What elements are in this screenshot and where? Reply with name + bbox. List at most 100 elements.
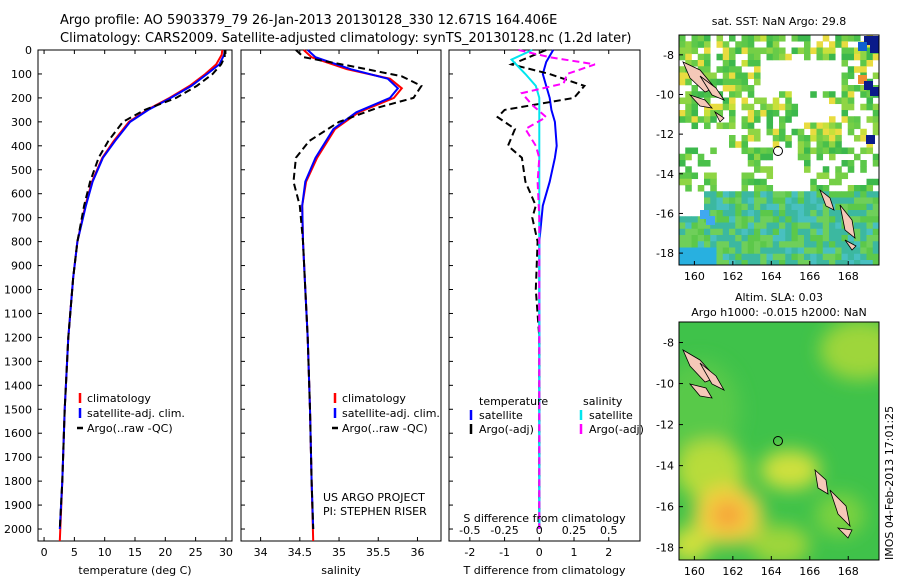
sst-cell [766, 253, 774, 261]
sst-cell [816, 260, 824, 265]
difference-series-3-line [518, 49, 596, 529]
sst-cell [804, 228, 811, 236]
sst-cell [760, 103, 767, 111]
sst-cell [729, 60, 736, 67]
sst-cell [729, 253, 736, 261]
sst-cell [729, 122, 736, 130]
x-tick-label: 15 [128, 546, 142, 559]
sst-cell [854, 116, 861, 123]
sst-cell [704, 172, 711, 180]
sst-cell [816, 41, 824, 48]
sst-cell [691, 247, 699, 255]
sst-cell [741, 41, 749, 48]
sst-cell [754, 97, 761, 105]
sst-cell [866, 91, 874, 98]
sst-cell [741, 72, 749, 80]
sst-cell [754, 197, 761, 205]
sst-cell [772, 253, 780, 261]
sst-cell [822, 166, 830, 173]
sst-cell [754, 216, 761, 223]
sst-cell [860, 166, 867, 173]
sst-cell [679, 247, 686, 255]
sst-cell [747, 228, 755, 236]
sst-cell [829, 53, 836, 61]
sst-cell [841, 97, 849, 105]
sst-cell [854, 260, 861, 265]
sst-cell [829, 41, 836, 48]
sst-cell [716, 222, 724, 230]
sst-cell [872, 53, 879, 61]
sst-cell [741, 47, 749, 55]
sst-cell [691, 60, 699, 67]
sst-cell [847, 85, 855, 92]
sst-cell [847, 35, 855, 42]
sst-cell [766, 216, 774, 223]
sst-cell [691, 110, 699, 117]
sst-cell [847, 53, 855, 61]
sst-cell [704, 178, 711, 186]
sst-cell [747, 178, 755, 186]
sst-cell [729, 110, 736, 117]
sst-cell [760, 185, 767, 192]
sst-cell [747, 216, 755, 223]
sst-cell [722, 78, 730, 86]
sst-cell [722, 191, 730, 198]
sst-cell [722, 222, 730, 230]
sst-cell [679, 260, 686, 265]
sst-cell [864, 81, 873, 90]
sst-cell [716, 78, 724, 86]
sst-cell [760, 97, 767, 105]
sst-cell [872, 222, 879, 230]
legend-label: Argo(..raw -QC) [342, 422, 428, 435]
sst-cell [860, 260, 867, 265]
sst-cell [729, 216, 736, 223]
sst-cell [854, 153, 861, 161]
sst-cell [816, 47, 824, 55]
sst-cell [747, 172, 755, 180]
sst-cell [854, 185, 861, 192]
sst-cell [841, 191, 849, 198]
islands [682, 61, 857, 251]
sst-cell [760, 110, 767, 117]
sst-cell [685, 235, 692, 242]
sst-cell [766, 191, 774, 198]
sst-cell [722, 103, 730, 111]
sst-map-title: sat. SST: NaN Argo: 29.8 [712, 15, 846, 28]
sst-cell [785, 260, 792, 265]
sst-cell [747, 241, 755, 248]
sst-cell [722, 122, 730, 130]
sst-cell [766, 228, 774, 236]
sst-cell [772, 191, 780, 198]
sst-cell [816, 141, 824, 148]
sst-cell [822, 91, 830, 98]
sst-cell [691, 116, 699, 123]
sst-cell [697, 253, 705, 261]
sst-cell [710, 228, 717, 236]
sst-cell [866, 147, 874, 155]
sst-cell [747, 128, 755, 136]
x-tick-label-salinity: 0.5 [600, 524, 618, 537]
sst-cell [822, 172, 830, 180]
sst-cell [791, 47, 799, 55]
sst-cell [722, 241, 730, 248]
sst-cell [710, 260, 717, 265]
sst-cell [797, 47, 805, 55]
sst-cell [835, 122, 842, 130]
sst-cell [847, 147, 855, 155]
sst-cell [791, 260, 799, 265]
sst-cell [810, 203, 817, 211]
sst-cell [754, 47, 761, 55]
sst-cell [760, 260, 767, 265]
sst-cell [766, 53, 774, 61]
sst-cell [741, 141, 749, 148]
sst-cell [766, 210, 774, 217]
sst-cell [685, 216, 692, 223]
sst-cell [697, 260, 705, 265]
sst-cell [847, 166, 855, 173]
sst-cell [710, 103, 717, 111]
sst-cell [835, 141, 842, 148]
sst-cell [697, 160, 705, 167]
y-tick-label: 1300 [4, 355, 32, 368]
sst-cell [754, 60, 761, 67]
